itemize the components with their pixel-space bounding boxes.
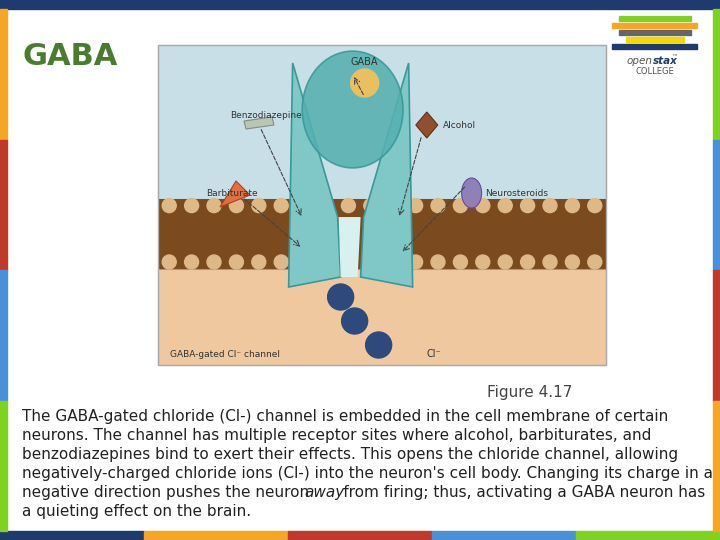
Circle shape [207, 199, 221, 213]
Text: Cl⁻: Cl⁻ [427, 349, 441, 359]
Circle shape [498, 199, 512, 213]
Polygon shape [416, 112, 438, 138]
Bar [144, 531, 288, 540]
Circle shape [297, 255, 310, 269]
Circle shape [274, 199, 288, 213]
Circle shape [588, 255, 602, 269]
Circle shape [297, 199, 310, 213]
Text: stax: stax [652, 56, 678, 66]
Text: Neurosteroids: Neurosteroids [485, 188, 549, 198]
Circle shape [476, 255, 490, 269]
Text: GABA: GABA [22, 42, 117, 71]
Bar [0, 270, 7, 401]
Circle shape [319, 255, 333, 269]
Circle shape [351, 69, 379, 97]
Circle shape [207, 255, 221, 269]
Text: Alcohol: Alcohol [443, 120, 476, 130]
Circle shape [184, 255, 199, 269]
Bar [0, 0, 720, 9]
Circle shape [252, 255, 266, 269]
Bar [158, 45, 606, 365]
Bar [618, 16, 690, 21]
Bar [158, 199, 606, 269]
Bar [713, 139, 720, 270]
Polygon shape [244, 117, 274, 129]
Circle shape [588, 199, 602, 213]
Text: a quieting effect on the brain.: a quieting effect on the brain. [22, 504, 251, 519]
Bar [713, 9, 720, 139]
Polygon shape [338, 217, 361, 277]
Bar [612, 23, 697, 28]
Circle shape [409, 199, 423, 213]
Text: open: open [626, 56, 652, 66]
Circle shape [274, 255, 288, 269]
Bar [612, 44, 697, 49]
Bar [432, 531, 576, 540]
Circle shape [341, 308, 368, 334]
Bar [618, 30, 690, 35]
Circle shape [454, 199, 467, 213]
Circle shape [521, 255, 534, 269]
Circle shape [162, 199, 176, 213]
Ellipse shape [462, 178, 482, 208]
Polygon shape [220, 181, 250, 207]
Text: Benzodiazepine: Benzodiazepine [230, 111, 302, 120]
Circle shape [565, 199, 580, 213]
Text: ™: ™ [672, 55, 678, 60]
Text: Figure 4.17: Figure 4.17 [487, 385, 572, 400]
Bar [158, 45, 606, 199]
Circle shape [319, 199, 333, 213]
Circle shape [543, 199, 557, 213]
Circle shape [386, 255, 400, 269]
Bar [713, 270, 720, 401]
Circle shape [366, 332, 392, 358]
Circle shape [162, 255, 176, 269]
Text: GABA-gated Cl⁻ channel: GABA-gated Cl⁻ channel [170, 350, 280, 359]
Circle shape [252, 199, 266, 213]
Circle shape [431, 255, 445, 269]
Text: benzodiazepines bind to exert their effects. This opens the chloride channel, al: benzodiazepines bind to exert their effe… [22, 447, 678, 462]
Circle shape [341, 255, 356, 269]
Bar [576, 531, 720, 540]
Bar [0, 9, 7, 139]
Polygon shape [289, 63, 341, 287]
Bar [626, 37, 683, 42]
Text: away: away [304, 485, 344, 500]
Polygon shape [361, 63, 413, 287]
Circle shape [521, 199, 534, 213]
Text: Barbiturate: Barbiturate [206, 188, 258, 198]
Circle shape [476, 199, 490, 213]
Circle shape [454, 255, 467, 269]
Bar [713, 401, 720, 531]
Bar [0, 531, 144, 540]
Bar [288, 531, 432, 540]
Circle shape [565, 255, 580, 269]
Text: negatively-charged chloride ions (Cl-) into the neuron's cell body. Changing its: negatively-charged chloride ions (Cl-) i… [22, 466, 713, 481]
Bar [158, 269, 606, 365]
Circle shape [364, 255, 378, 269]
Circle shape [341, 199, 356, 213]
Circle shape [431, 199, 445, 213]
Text: GABA: GABA [351, 57, 379, 67]
Bar [0, 401, 7, 531]
Ellipse shape [302, 51, 403, 168]
Circle shape [498, 255, 512, 269]
Text: COLLEGE: COLLEGE [635, 67, 674, 76]
Text: negative direction pushes the neuron       from firing; thus, activating a GABA : negative direction pushes the neuron fro… [22, 485, 706, 500]
Circle shape [386, 199, 400, 213]
Circle shape [230, 199, 243, 213]
Circle shape [364, 199, 378, 213]
Circle shape [328, 284, 354, 310]
Circle shape [409, 255, 423, 269]
Text: The GABA-gated chloride (Cl-) channel is embedded in the cell membrane of certai: The GABA-gated chloride (Cl-) channel is… [22, 409, 668, 424]
Text: neurons. The channel has multiple receptor sites where alcohol, barbiturates, an: neurons. The channel has multiple recept… [22, 428, 652, 443]
Circle shape [184, 199, 199, 213]
Circle shape [230, 255, 243, 269]
Bar [0, 139, 7, 270]
Circle shape [543, 255, 557, 269]
